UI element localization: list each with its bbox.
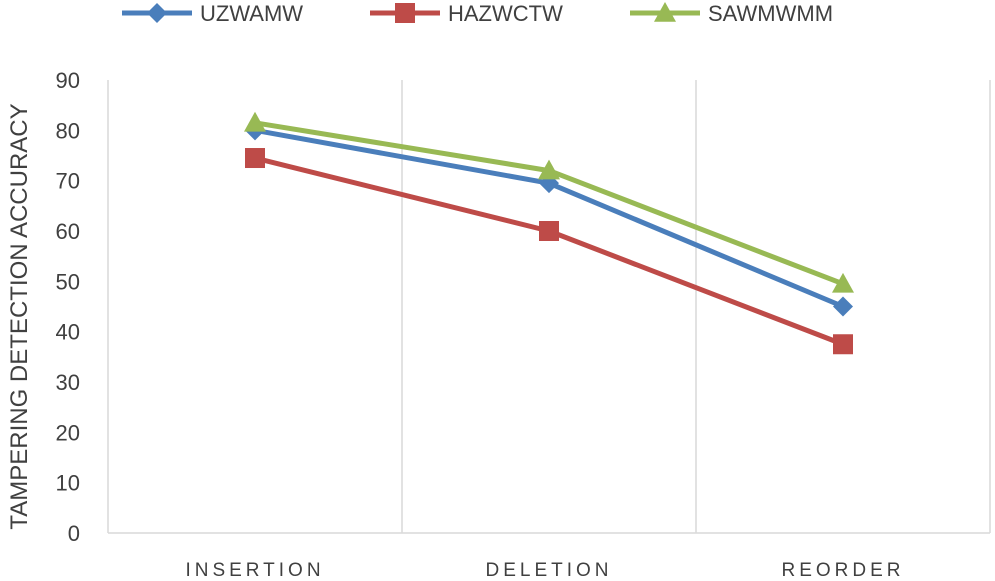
- y-tick-label: 40: [56, 320, 80, 345]
- legend-item: UZWAMW: [122, 1, 303, 26]
- y-tick-label: 60: [56, 219, 80, 244]
- x-tick-label: DELETION: [485, 560, 612, 581]
- data-point-marker: [654, 2, 676, 22]
- y-tick-labels: 0 10 20 30 40 50 60 70 80 90: [56, 68, 80, 546]
- series-sawmwmm: [244, 111, 854, 293]
- series-hazwctw: [245, 148, 853, 355]
- y-tick-label: 0: [68, 521, 80, 546]
- series-group: [244, 111, 854, 355]
- data-point-marker: [833, 296, 853, 317]
- legend-item: HAZWCTW: [370, 1, 563, 26]
- y-tick-label: 70: [56, 169, 80, 194]
- data-point-marker: [244, 111, 266, 132]
- y-tick-label: 50: [56, 269, 80, 294]
- y-axis-label: TAMPERING DETECTION ACCURACY: [6, 103, 33, 529]
- data-point-marker: [395, 3, 415, 23]
- y-tick-label: 90: [56, 68, 80, 93]
- legend-label: HAZWCTW: [448, 1, 563, 26]
- y-tick-label: 30: [56, 370, 80, 395]
- x-tick-label: REORDER: [781, 560, 904, 581]
- x-tick-label: INSERTION: [185, 560, 324, 581]
- grid-lines: [107, 80, 991, 533]
- data-point-marker: [833, 334, 853, 355]
- data-point-marker: [147, 3, 167, 23]
- data-point-marker: [832, 272, 854, 293]
- data-point-marker: [539, 221, 559, 241]
- y-tick-label: 20: [56, 420, 80, 445]
- data-point-marker: [245, 148, 265, 169]
- y-tick-label: 80: [56, 118, 80, 143]
- legend-label: SAWMWMM: [708, 1, 833, 26]
- series-line: [252, 127, 846, 309]
- legend-label: UZWAMW: [200, 1, 303, 26]
- series-uzwamw: [245, 120, 853, 317]
- data-point-marker: [538, 159, 560, 180]
- legend: UZWAMW HAZWCTW SAWMWMM: [122, 1, 833, 26]
- legend-item: SAWMWMM: [630, 1, 833, 26]
- x-tick-labels: INSERTION DELETION REORDER: [185, 560, 904, 581]
- y-tick-label: 10: [56, 471, 80, 496]
